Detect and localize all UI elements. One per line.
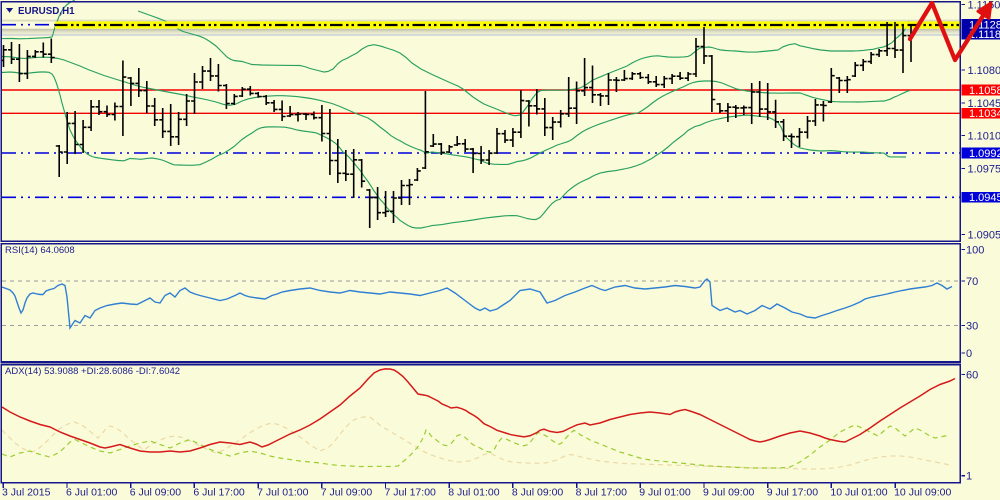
svg-text:1.1045: 1.1045 bbox=[968, 98, 1000, 110]
svg-text:100: 100 bbox=[966, 244, 984, 256]
svg-text:1.1118: 1.1118 bbox=[969, 29, 1000, 41]
svg-text:6 Jul 17:00: 6 Jul 17:00 bbox=[193, 487, 245, 499]
svg-text:6 Jul 01:00: 6 Jul 01:00 bbox=[66, 487, 118, 499]
svg-text:RSI(14) 64.0608: RSI(14) 64.0608 bbox=[5, 245, 75, 256]
svg-text:60: 60 bbox=[966, 369, 978, 381]
svg-text:10 Jul 09:00: 10 Jul 09:00 bbox=[894, 487, 951, 499]
svg-text:1.1010: 1.1010 bbox=[968, 130, 1000, 142]
svg-text:1.0945: 1.0945 bbox=[969, 192, 1000, 204]
svg-text:7 Jul 09:00: 7 Jul 09:00 bbox=[321, 487, 373, 499]
svg-text:1.0975: 1.0975 bbox=[968, 163, 1000, 175]
svg-text:1: 1 bbox=[966, 471, 972, 483]
svg-text:7 Jul 17:00: 7 Jul 17:00 bbox=[385, 487, 437, 499]
svg-text:1.0992: 1.0992 bbox=[969, 148, 1000, 160]
svg-text:8 Jul 17:00: 8 Jul 17:00 bbox=[576, 487, 628, 499]
svg-text:9 Jul 01:00: 9 Jul 01:00 bbox=[639, 487, 691, 499]
svg-text:70: 70 bbox=[966, 276, 978, 288]
svg-text:3 Jul 2015: 3 Jul 2015 bbox=[2, 487, 51, 499]
svg-text:8 Jul 09:00: 8 Jul 09:00 bbox=[512, 487, 564, 499]
svg-text:1.0905: 1.0905 bbox=[968, 229, 1000, 241]
svg-text:8 Jul 01:00: 8 Jul 01:00 bbox=[448, 487, 500, 499]
svg-text:7 Jul 01:00: 7 Jul 01:00 bbox=[257, 487, 309, 499]
svg-text:10 Jul 01:00: 10 Jul 01:00 bbox=[830, 487, 887, 499]
svg-text:1.1150: 1.1150 bbox=[968, 0, 1000, 11]
svg-text:1.1058: 1.1058 bbox=[969, 85, 1000, 97]
svg-text:0: 0 bbox=[966, 348, 972, 360]
svg-text:9 Jul 09:00: 9 Jul 09:00 bbox=[703, 487, 755, 499]
svg-text:6 Jul 09:00: 6 Jul 09:00 bbox=[130, 487, 182, 499]
svg-text:EURUSD,H1: EURUSD,H1 bbox=[18, 6, 75, 17]
svg-text:1.1080: 1.1080 bbox=[968, 65, 1000, 77]
svg-text:30: 30 bbox=[966, 320, 978, 332]
svg-text:1.1034: 1.1034 bbox=[969, 108, 1000, 120]
svg-text:ADX(14) 53.9088 +DI:28.6086 -D: ADX(14) 53.9088 +DI:28.6086 -DI:7.6042 bbox=[5, 366, 180, 377]
svg-text:9 Jul 17:00: 9 Jul 17:00 bbox=[767, 487, 819, 499]
